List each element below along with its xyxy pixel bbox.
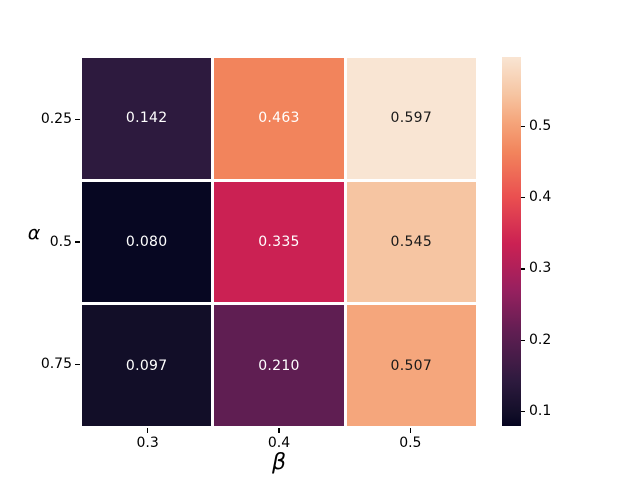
colorbar-tick-mark <box>521 197 525 199</box>
x-tick-label: 0.4 <box>267 435 291 451</box>
x-tick-label: 0.5 <box>399 435 422 451</box>
y-axis-label: α <box>27 222 41 244</box>
y-tick-label: 0.5 <box>49 233 72 250</box>
colorbar-tick-mark <box>521 268 525 270</box>
colorbar-tick-label: 0.3 <box>529 260 552 277</box>
x-tick-mark <box>278 428 280 433</box>
colorbar-tick-mark <box>521 125 525 127</box>
heatmap-cell: 0.335 <box>214 181 344 303</box>
cell-value: 0.097 <box>125 357 168 374</box>
heatmap-cell: 0.142 <box>82 58 212 179</box>
heatmap-cell: 0.597 <box>346 58 476 179</box>
colorbar-tick-mark <box>521 339 525 341</box>
heatmap-grid: 0.142 0.463 0.597 0.080 0.335 0.545 0.097 0.210… <box>82 58 476 426</box>
colorbar-tick-label: 0.5 <box>529 117 552 134</box>
y-tick-mark <box>75 241 80 243</box>
heatmap-cell: 0.080 <box>82 181 212 303</box>
cell-value: 0.463 <box>258 110 300 127</box>
cell-value: 0.142 <box>125 110 168 127</box>
x-tick-mark <box>409 428 411 433</box>
y-tick-label: 0.25 <box>40 110 72 127</box>
heatmap-cell: 0.507 <box>346 305 476 426</box>
cell-value: 0.597 <box>390 110 433 127</box>
cell-value: 0.545 <box>390 233 433 250</box>
y-tick-mark <box>75 364 80 366</box>
x-tick-label: 0.3 <box>136 435 159 451</box>
colorbar-tick-label: 0.2 <box>529 331 552 348</box>
y-tick-mark <box>75 118 80 120</box>
x-axis-label: β <box>271 450 287 475</box>
colorbar <box>502 57 521 426</box>
cell-value: 0.210 <box>258 357 300 374</box>
colorbar-tick-label: 0.4 <box>529 189 552 206</box>
heatmap-cell: 0.210 <box>214 305 344 426</box>
y-tick-label: 0.75 <box>40 356 72 373</box>
cell-value: 0.080 <box>125 233 168 250</box>
colorbar-tick-label: 0.1 <box>529 403 552 420</box>
cell-value: 0.335 <box>258 233 300 250</box>
heatmap-cell: 0.463 <box>214 58 344 179</box>
x-tick-mark <box>147 428 149 433</box>
cell-value: 0.507 <box>390 357 433 374</box>
colorbar-tick-mark <box>521 411 525 413</box>
heatmap-cell: 0.545 <box>346 181 476 303</box>
heatmap-cell: 0.097 <box>82 305 212 426</box>
